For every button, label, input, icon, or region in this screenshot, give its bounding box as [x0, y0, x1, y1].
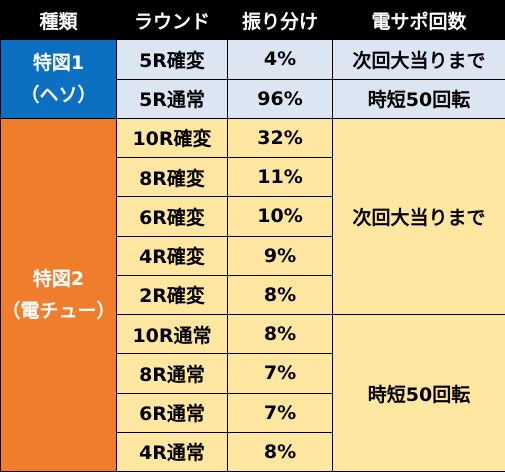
header-ratio: 振り分け — [227, 0, 333, 41]
support-cell: 次回大当りまで — [332, 39, 505, 80]
header-support: 電サポ回数 — [332, 0, 505, 41]
round-cell: 4R確変 — [116, 235, 228, 276]
ratio-cell: 4% — [227, 39, 333, 80]
table-row: 10R通常 8% 時短50回転 — [1, 313, 505, 472]
support-cell: 時短50回転 — [332, 78, 505, 119]
category-sublabel: （ヘソ） — [20, 84, 97, 106]
header-row: 種類 ラウンド 振り分け 電サポ回数 — [0, 0, 505, 41]
table-row: 8R通常 7% — [1, 353, 505, 394]
round-cell: 6R通常 — [116, 392, 228, 433]
table-row: 特図1 （ヘソ） 5R確変 4% 次回大当りまで — [0, 39, 505, 119]
header-round: ラウンド — [116, 0, 228, 41]
ratio-cell: 8% — [227, 313, 333, 355]
ratio-cell: 96% — [227, 78, 333, 119]
table-row: 5R通常 96% 時短50回転 — [1, 78, 505, 119]
ratio-cell: 32% — [227, 117, 333, 159]
ratio-cell: 7% — [227, 353, 333, 394]
ratio-cell: 9% — [227, 235, 333, 276]
ratio-cell: 10% — [227, 196, 333, 237]
ratio-cell: 7% — [227, 392, 333, 433]
support-cell-kakuhen: 次回大当りまで — [332, 117, 505, 316]
round-cell: 4R通常 — [116, 431, 228, 472]
round-cell: 5R通常 — [116, 78, 228, 119]
round-cell: 10R確変 — [116, 117, 228, 159]
category-toku1: 特図1 （ヘソ） — [0, 39, 117, 119]
category-label: 特図1 — [32, 51, 85, 74]
round-cell: 8R通常 — [116, 353, 228, 394]
table-row: 2R確変 8% — [1, 274, 505, 316]
round-cell: 5R確変 — [116, 39, 228, 80]
round-cell: 2R確変 — [116, 274, 228, 316]
table-row: 6R確変 10% — [1, 196, 505, 237]
round-cell: 10R通常 — [116, 313, 228, 355]
table-row: 4R通常 8% — [1, 431, 505, 472]
ratio-cell: 8% — [227, 274, 333, 316]
table-row: 4R確変 9% — [1, 235, 505, 276]
ratio-cell: 8% — [227, 431, 333, 472]
category-toku2: 特図2 （電チュー） — [0, 117, 117, 472]
category-sublabel: （電チュー） — [1, 299, 116, 322]
table-row: 8R確変 11% — [1, 156, 505, 198]
header-type: 種類 — [0, 0, 117, 41]
table-row: 特図2 （電チュー） 10R確変 32% 次回大当りまで — [0, 117, 505, 472]
ratio-cell: 11% — [227, 156, 333, 198]
round-cell: 8R確変 — [116, 156, 228, 198]
support-cell-tsujo: 時短50回転 — [332, 314, 505, 472]
category-label: 特図2 — [32, 267, 85, 290]
round-cell: 6R確変 — [116, 196, 228, 237]
